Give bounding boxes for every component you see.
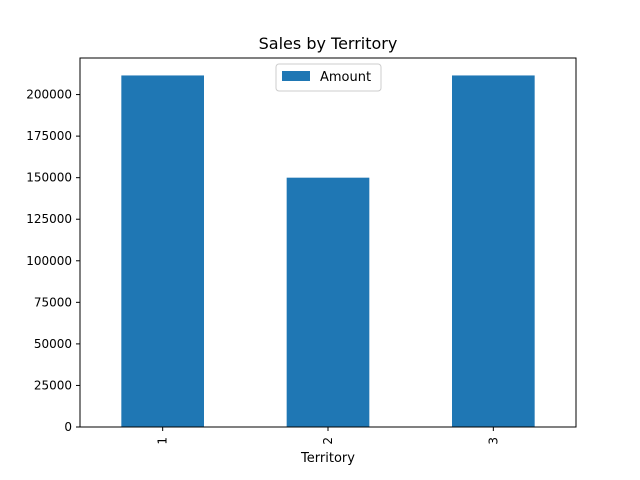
- y-tick-label: 50000: [34, 337, 72, 351]
- bar-2: [286, 177, 370, 427]
- legend-box: [275, 63, 382, 92]
- x-tick-label: 3: [486, 437, 500, 445]
- legend-label: Amount: [320, 70, 371, 85]
- x-tick-label: 2: [321, 437, 335, 445]
- y-tick-label: 200000: [26, 88, 72, 102]
- x-tick-label: 1: [156, 437, 170, 445]
- y-tick-label: 175000: [26, 129, 72, 143]
- y-tick-label: 0: [64, 420, 72, 434]
- y-tick-label: 100000: [26, 254, 72, 268]
- x-axis: 1 2 3: [156, 427, 500, 445]
- bars-layer: [121, 75, 535, 428]
- plot-frame: [79, 57, 577, 428]
- y-tick-label: 150000: [26, 171, 72, 185]
- legend-swatch: [282, 71, 310, 81]
- bar-1: [121, 75, 204, 428]
- y-tick-label: 25000: [34, 378, 72, 392]
- bar-3: [452, 75, 535, 428]
- legend: Amount: [275, 63, 382, 92]
- y-tick-label: 125000: [26, 212, 72, 226]
- chart-title: Sales by Territory: [259, 34, 398, 53]
- y-axis: 0 25000 50000 75000 100000 125000 150000 175000…: [26, 88, 80, 434]
- y-tick-label: 75000: [34, 295, 72, 309]
- x-axis-label: Territory: [300, 451, 355, 466]
